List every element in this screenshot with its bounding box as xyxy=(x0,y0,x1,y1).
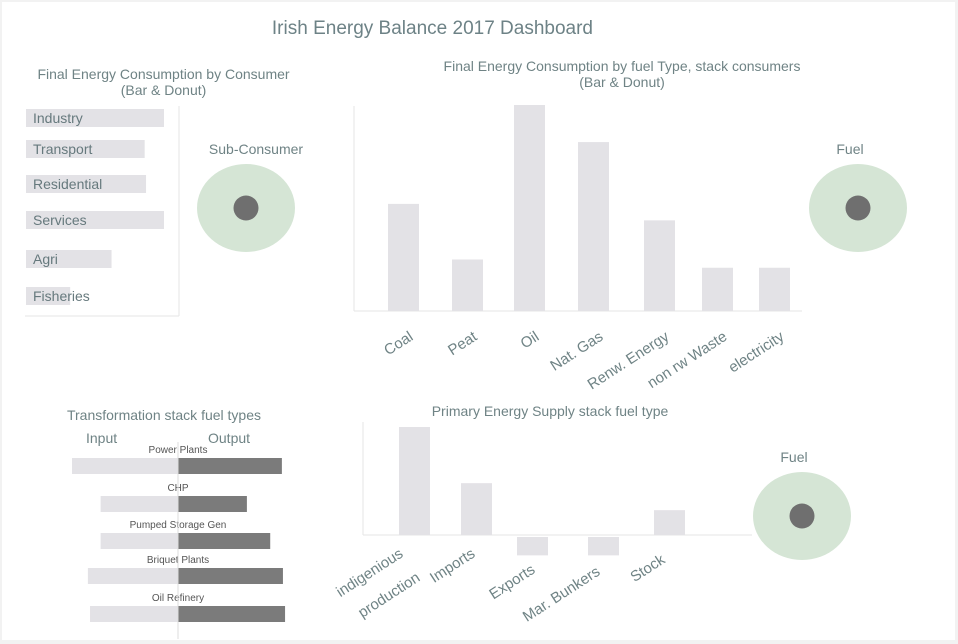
fuel-chart-title-line1: Final Energy Consumption by fuel Type, s… xyxy=(443,58,801,74)
transformation-output-label: Output xyxy=(208,430,251,446)
consumer-chart-title-line1: Final Energy Consumption by Consumer xyxy=(37,66,290,82)
consumer-bar-label-residential: Residential xyxy=(33,176,102,192)
fuel-tick-label-oil: Oil xyxy=(518,328,543,352)
supply-bar-imports xyxy=(461,483,492,535)
fuel-tick-label-electricity: electricity xyxy=(725,328,787,377)
fuel-tick-label-coal: Coal xyxy=(381,328,416,359)
fuel-chart-title: Final Energy Consumption by fuel Type, s… xyxy=(422,58,822,90)
supply-bar-exports xyxy=(517,537,548,556)
fuel-bar-oil xyxy=(514,105,545,311)
transformation-output-bar-pumped-storage-gen xyxy=(178,533,271,549)
transformation-input-bar-briquet-plants xyxy=(87,568,178,584)
fuel-bar-peat xyxy=(452,259,483,311)
fuel-bar-non-rw-waste xyxy=(702,267,733,311)
transformation-input-bar-chp xyxy=(100,496,178,512)
consumer-bar-label-agri: Agri xyxy=(33,251,58,267)
transformation-input-bar-pumped-storage-gen xyxy=(100,533,178,549)
consumer-chart-title: Final Energy Consumption by Consumer (Ba… xyxy=(24,66,303,98)
transformation-output-bar-chp xyxy=(178,496,247,512)
supply-donut-label: Fuel xyxy=(780,449,808,465)
consumer-bar-label-industry: Industry xyxy=(33,110,83,126)
sub-consumer-donut-label: Sub-Consumer xyxy=(208,141,304,157)
fuel-bar-nat-gas xyxy=(578,142,609,311)
fuel-tick-label-nat-gas: Nat. Gas xyxy=(547,328,606,374)
consumer-bar-services xyxy=(26,211,164,229)
transformation-chart-title: Transformation stack fuel types xyxy=(66,407,261,423)
consumer-bar-label-fisheries: Fisheries xyxy=(33,288,90,304)
consumer-bar-agri xyxy=(26,250,112,268)
sub-consumer-donut-center xyxy=(233,195,259,221)
fuel-donut-label: Fuel xyxy=(836,141,864,157)
supply-chart-title: Primary Energy Supply stack fuel type xyxy=(431,403,669,419)
consumer-bar-industry xyxy=(26,109,164,127)
fuel-chart-title-line2: (Bar & Donut) xyxy=(579,74,665,90)
supply-bar-stock xyxy=(654,510,685,535)
consumer-bar-label-services: Services xyxy=(33,212,87,228)
transformation-input-bar-power-plants xyxy=(72,458,178,474)
consumer-bar-label-transport: Transport xyxy=(33,141,93,157)
fuel-donut-center xyxy=(845,195,871,221)
transformation-output-bar-briquet-plants xyxy=(178,568,283,584)
fuel-tick-label-peat: Peat xyxy=(445,328,481,360)
transformation-input-bar-oil-refinery xyxy=(90,606,178,622)
supply-tick-label-exports: Exports xyxy=(486,561,538,603)
supply-donut-center xyxy=(789,503,815,529)
transformation-output-bar-power-plants xyxy=(178,458,282,474)
consumer-bar-fisheries xyxy=(26,287,71,305)
supply-tick-label-stock: Stock xyxy=(627,551,668,586)
transformation-output-bar-oil-refinery xyxy=(178,606,286,622)
fuel-bar-coal xyxy=(388,203,419,311)
supply-bar-mar-bunkers xyxy=(588,537,619,556)
fuel-bar-renw-energy xyxy=(644,220,675,311)
transformation-input-label: Input xyxy=(86,430,118,446)
consumer-bar-residential xyxy=(26,175,147,193)
supply-tick-label-imports: Imports xyxy=(427,545,478,586)
supply-bar-indigenious-production xyxy=(399,427,430,535)
consumer-chart-title-line2: (Bar & Donut) xyxy=(120,82,207,98)
consumer-bar-transport xyxy=(26,140,145,158)
page-title: Irish Energy Balance 2017 Dashboard xyxy=(271,18,593,39)
fuel-bar-electricity xyxy=(759,267,790,311)
